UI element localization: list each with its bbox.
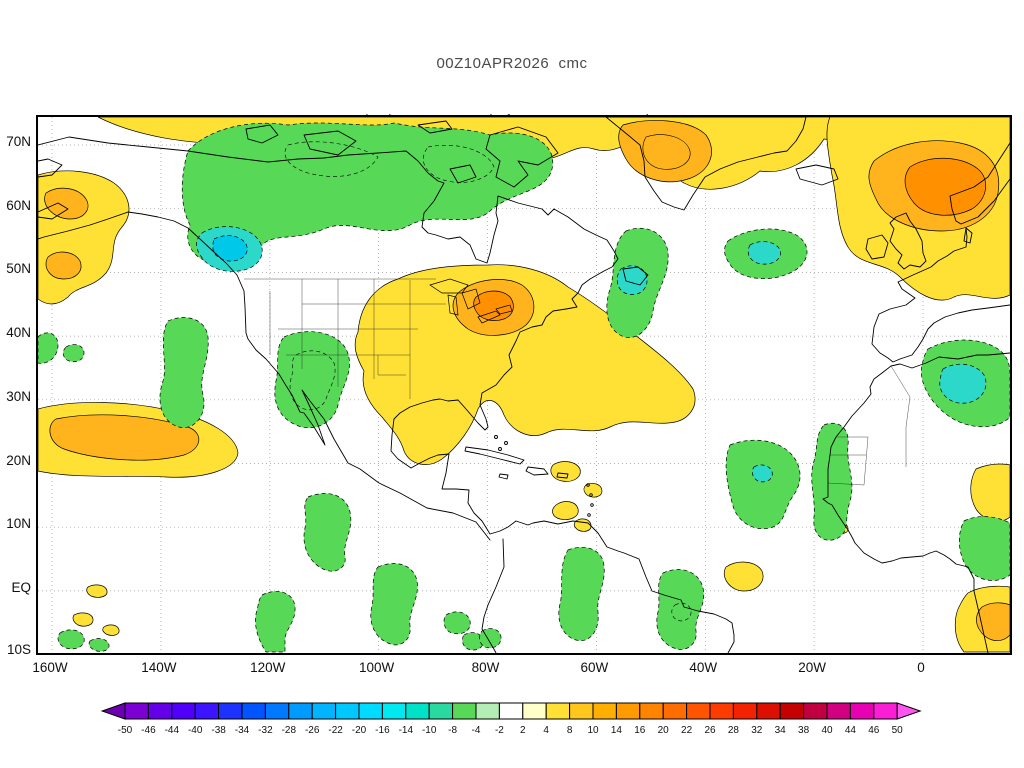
colorbar-cell	[803, 702, 828, 720]
negative-anomaly-regions	[38, 122, 1010, 653]
x-tick-label: 80W	[471, 660, 500, 675]
colorbar-tick-label: -40	[188, 725, 203, 736]
great-lakes	[429, 278, 513, 324]
colorbar-tick-label: 40	[821, 725, 833, 736]
colorbar-cell	[756, 702, 781, 720]
colorbar-cell	[639, 702, 664, 720]
colorbar-cell	[615, 702, 641, 720]
x-tick-label: 40W	[689, 660, 718, 675]
colorbar-tick-label: 16	[634, 725, 646, 736]
colorbar-tick-label: -50	[118, 725, 133, 736]
colorbar-cell	[194, 702, 220, 720]
state-and-country-borders	[244, 278, 911, 486]
colorbar-svg: -50 -46 -44 -40 -38 -34 -32 -28 -26 -22 -20 -16 -14-…	[100, 702, 922, 736]
colorbar-tick-label: -14	[399, 725, 414, 736]
colorbar-arrow	[896, 702, 922, 720]
colorbar-tick-label: -16	[375, 725, 390, 736]
colorbar-cell	[358, 702, 383, 720]
colorbar-cell	[428, 702, 454, 720]
colorbar-cell	[545, 702, 571, 720]
colorbar-cell	[452, 702, 477, 720]
anomaly-map	[38, 117, 1010, 653]
colorbar-tick-label: -10	[422, 725, 437, 736]
x-tick-label: 160W	[32, 660, 68, 675]
colorbar-tick-label: 46	[868, 725, 880, 736]
colorbar-tick-label: -20	[352, 725, 367, 736]
colorbar-tick-label: -2	[495, 725, 504, 736]
colorbar-cell	[732, 702, 758, 720]
colorbar-tick-label: 14	[611, 725, 623, 736]
colorbar-cell	[335, 702, 360, 720]
colorbar-cell	[592, 702, 617, 720]
colorbar-cell	[475, 702, 500, 720]
colorbar-tick-label: -26	[305, 725, 320, 736]
x-tick-label: 0	[917, 660, 925, 675]
x-tick-label: 120W	[250, 660, 286, 675]
y-tick-label: 30N	[6, 388, 31, 404]
colorbar-tick-label: -38	[211, 725, 226, 736]
x-tick-label: 140W	[141, 660, 177, 675]
colorbar-cell	[381, 702, 407, 720]
colorbar-tick-label: -44	[165, 725, 180, 736]
colorbar-tick-label: 8	[567, 725, 573, 736]
colorbar-cell	[147, 702, 173, 720]
colorbar-cell	[288, 702, 313, 720]
colorbar-tick-label: 32	[751, 725, 763, 736]
colorbar-arrow	[100, 702, 126, 720]
colorbar-cell	[171, 702, 196, 720]
colorbar-cell	[709, 702, 734, 720]
y-tick-label: 40N	[6, 325, 31, 341]
colorbar: -50 -46 -44 -40 -38 -34 -32 -28 -26 -22 -20 -16 -14-…	[100, 702, 923, 745]
colorbar-tick-label: 4	[543, 725, 549, 736]
colorbar-cell	[826, 702, 851, 720]
colorbar-tick-label: -28	[282, 725, 297, 736]
colorbar-tick-label: 10	[587, 725, 599, 736]
y-tick-label: 20N	[6, 452, 31, 468]
colorbar-cell	[779, 702, 805, 720]
coastlines	[38, 117, 1010, 653]
colorbar-tick-label: 2	[520, 725, 526, 736]
colorbar-tick-label: -22	[328, 725, 343, 736]
colorbar-tick-label: -34	[235, 725, 250, 736]
y-tick-label: 10N	[6, 516, 31, 532]
y-tick-label: EQ	[11, 579, 31, 595]
x-tick-label: 20W	[798, 660, 826, 675]
title-init-time: 00Z10APR2026 cmc	[436, 55, 588, 72]
colorbar-cell	[498, 702, 524, 720]
colorbar-cell	[218, 702, 243, 720]
x-tick-label: 100W	[358, 660, 395, 675]
colorbar-cell	[686, 702, 711, 720]
colorbar-tick-label: 44	[845, 725, 857, 736]
colorbar-cell	[124, 702, 149, 720]
colorbar-tick-label: 38	[798, 725, 810, 736]
colorbar-tick-label: 34	[775, 725, 787, 736]
colorbar-cell	[264, 702, 290, 720]
y-tick-label: 60N	[6, 197, 31, 213]
colorbar-cell	[662, 702, 688, 720]
map-plot-area	[36, 115, 1012, 655]
y-tick-label: 50N	[6, 261, 31, 277]
x-tick-label: 60W	[580, 660, 609, 675]
colorbar-tick-label: -32	[258, 725, 273, 736]
y-tick-label: 10S	[6, 642, 31, 657]
colorbar-cell	[569, 702, 594, 720]
colorbar-tick-label: -46	[141, 725, 156, 736]
colorbar-cell	[311, 702, 337, 720]
colorbar-tick-label: 50	[892, 725, 904, 736]
y-tick-label: 70N	[6, 134, 31, 149]
colorbar-tick-label: 22	[681, 725, 693, 736]
colorbar-tick-label: 20	[658, 725, 670, 736]
colorbar-cell	[405, 702, 430, 720]
colorbar-tick-label: 28	[728, 725, 740, 736]
colorbar-tick-label: 26	[704, 725, 716, 736]
colorbar-tick-label: -8	[448, 725, 457, 736]
colorbar-cell	[849, 702, 875, 720]
colorbar-cell	[873, 702, 898, 720]
colorbar-cell	[522, 702, 547, 720]
colorbar-cell	[241, 702, 266, 720]
colorbar-tick-label: -4	[472, 725, 481, 736]
